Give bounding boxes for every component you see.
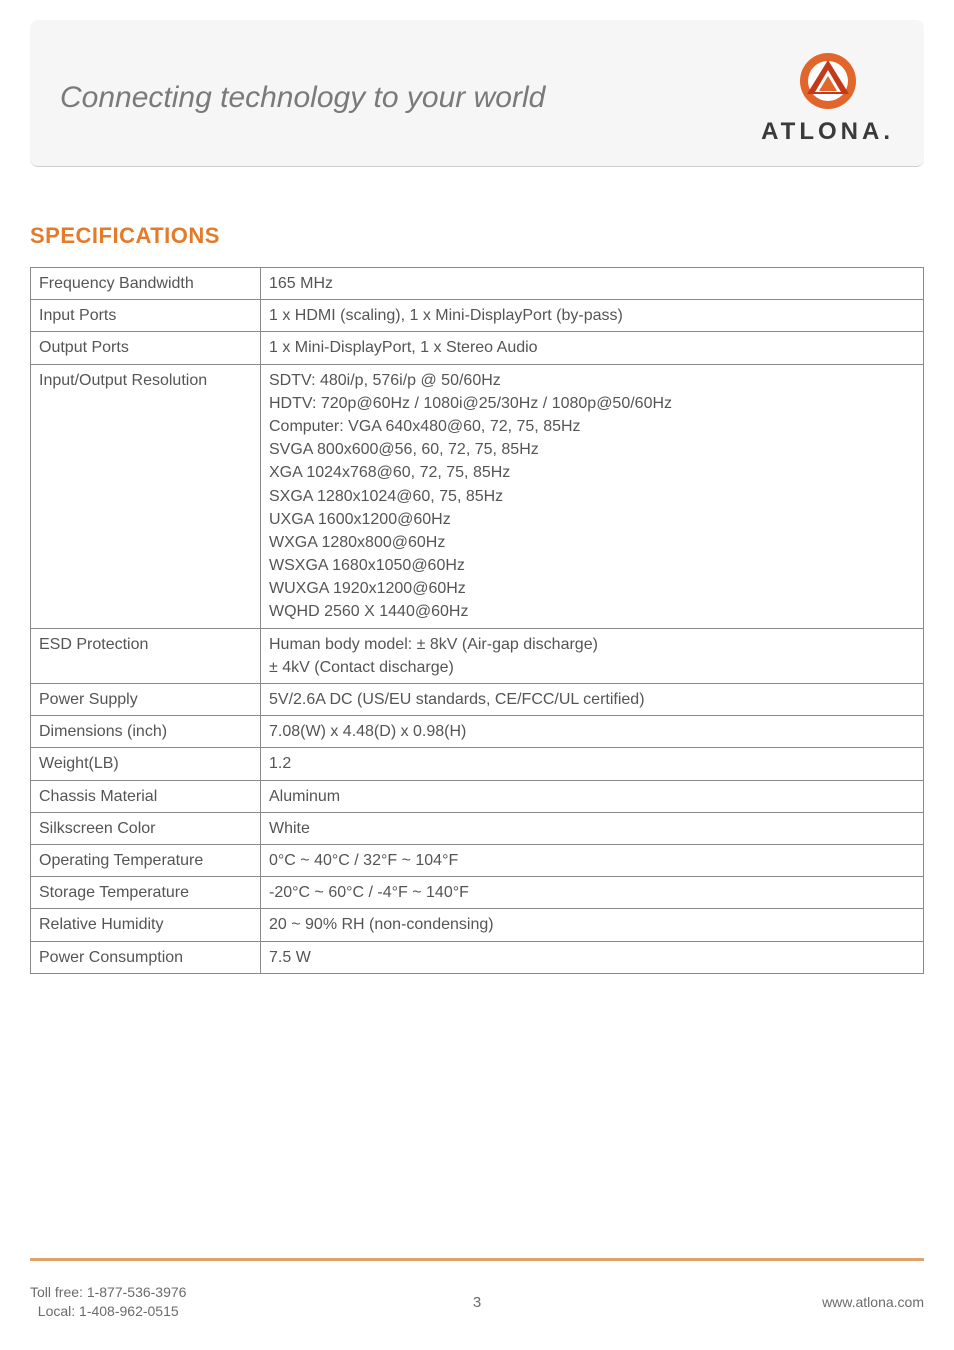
table-row: Dimensions (inch)7.08(W) x 4.48(D) x 0.9…	[31, 716, 924, 748]
table-row: Frequency Bandwidth165 MHz	[31, 268, 924, 300]
spec-value: 1 x Mini-DisplayPort, 1 x Stereo Audio	[261, 332, 924, 364]
table-row: Input/Output ResolutionSDTV: 480i/p, 576…	[31, 364, 924, 628]
table-row: Power Consumption7.5 W	[31, 941, 924, 973]
table-row: Storage Temperature-20°C ~ 60°C / -4°F ~…	[31, 877, 924, 909]
table-row: Relative Humidity20 ~ 90% RH (non-conden…	[31, 909, 924, 941]
spec-label: Operating Temperature	[31, 844, 261, 876]
spec-label: Chassis Material	[31, 780, 261, 812]
table-row: Input Ports1 x HDMI (scaling), 1 x Mini-…	[31, 300, 924, 332]
section-title: SPECIFICATIONS	[30, 223, 924, 249]
spec-value: 165 MHz	[261, 268, 924, 300]
spec-value: White	[261, 812, 924, 844]
atlona-logo-icon	[797, 50, 859, 112]
spec-value: 7.08(W) x 4.48(D) x 0.98(H)	[261, 716, 924, 748]
table-row: Operating Temperature0°C ~ 40°C / 32°F ~…	[31, 844, 924, 876]
spec-label: Silkscreen Color	[31, 812, 261, 844]
spec-label: Dimensions (inch)	[31, 716, 261, 748]
brand-wordmark: ATLONA.	[761, 118, 894, 146]
spec-value: SDTV: 480i/p, 576i/p @ 50/60Hz HDTV: 720…	[261, 364, 924, 628]
tagline: Connecting technology to your world	[60, 81, 545, 115]
table-row: ESD ProtectionHuman body model: ± 8kV (A…	[31, 628, 924, 683]
spec-value: 7.5 W	[261, 941, 924, 973]
spec-label: Output Ports	[31, 332, 261, 364]
specifications-table: Frequency Bandwidth165 MHzInput Ports1 x…	[30, 267, 924, 974]
page-number: 3	[473, 1294, 481, 1311]
spec-label: Power Consumption	[31, 941, 261, 973]
spec-value: 0°C ~ 40°C / 32°F ~ 104°F	[261, 844, 924, 876]
footer-url: www.atlona.com	[822, 1294, 924, 1310]
table-row: Silkscreen ColorWhite	[31, 812, 924, 844]
spec-value: Aluminum	[261, 780, 924, 812]
table-row: Output Ports1 x Mini-DisplayPort, 1 x St…	[31, 332, 924, 364]
spec-value: 5V/2.6A DC (US/EU standards, CE/FCC/UL c…	[261, 684, 924, 716]
toll-free-number: 1-877-536-3976	[87, 1284, 187, 1300]
table-row: Weight(LB)1.2	[31, 748, 924, 780]
spec-value: 20 ~ 90% RH (non-condensing)	[261, 909, 924, 941]
footer-divider	[30, 1258, 924, 1261]
spec-label: Storage Temperature	[31, 877, 261, 909]
table-row: Chassis MaterialAluminum	[31, 780, 924, 812]
spec-value: -20°C ~ 60°C / -4°F ~ 140°F	[261, 877, 924, 909]
spec-value: Human body model: ± 8kV (Air-gap dischar…	[261, 628, 924, 683]
spec-label: Frequency Bandwidth	[31, 268, 261, 300]
table-row: Power Supply5V/2.6A DC (US/EU standards,…	[31, 684, 924, 716]
spec-label: Input Ports	[31, 300, 261, 332]
footer-contact: Toll free: 1-877-536-3976 Local: 1-408-9…	[30, 1283, 186, 1322]
spec-label: Power Supply	[31, 684, 261, 716]
spec-label: Relative Humidity	[31, 909, 261, 941]
page: Connecting technology to your world ATLO…	[0, 0, 954, 1350]
footer-row: Toll free: 1-877-536-3976 Local: 1-408-9…	[30, 1283, 924, 1322]
spec-label: Input/Output Resolution	[31, 364, 261, 628]
brand-logo: ATLONA.	[761, 50, 894, 146]
local-number: 1-408-962-0515	[79, 1303, 179, 1319]
local-label: Local:	[38, 1303, 75, 1319]
spec-value: 1.2	[261, 748, 924, 780]
spec-tbody: Frequency Bandwidth165 MHzInput Ports1 x…	[31, 268, 924, 974]
header-band: Connecting technology to your world ATLO…	[30, 20, 924, 167]
spec-label: Weight(LB)	[31, 748, 261, 780]
page-footer: Toll free: 1-877-536-3976 Local: 1-408-9…	[30, 1258, 924, 1322]
toll-free-label: Toll free:	[30, 1284, 83, 1300]
spec-value: 1 x HDMI (scaling), 1 x Mini-DisplayPort…	[261, 300, 924, 332]
spec-label: ESD Protection	[31, 628, 261, 683]
